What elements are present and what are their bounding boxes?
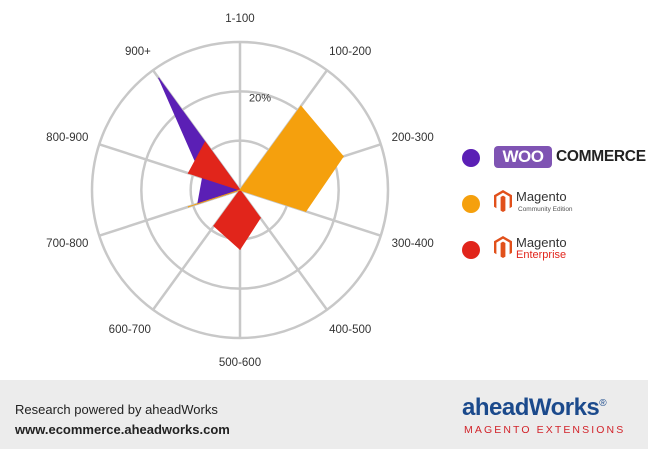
magento-enterprise-sub: Enterprise (516, 249, 567, 261)
series-3-point-2 (300, 105, 302, 107)
series-2-point-9 (187, 172, 189, 174)
legend-swatch-magento-community (462, 195, 480, 213)
series-3-point-4 (305, 210, 307, 212)
category-label-1: 1-100 (225, 13, 254, 25)
category-label-10: 900+ (125, 46, 151, 58)
series-2-point-6 (239, 248, 241, 250)
aheadworks-logo: aheadWorks® (462, 394, 607, 422)
aheadworks-tagline: MAGENTO EXTENSIONS (464, 424, 626, 436)
category-label-7: 600-700 (109, 324, 151, 336)
series-2-point-5 (259, 217, 261, 219)
series-3-point-8 (187, 206, 189, 208)
series-area-2 (187, 141, 261, 250)
legend-swatch-magento-enterprise (462, 241, 480, 259)
legend-item-woocommerce: WOO COMMERCE (462, 140, 646, 176)
category-label-5: 400-500 (329, 324, 371, 336)
series-2-point-7 (213, 225, 215, 227)
magento-community-sub: Community Edition (518, 206, 573, 213)
footer-url[interactable]: www.ecommerce.aheadworks.com (15, 422, 230, 437)
category-label-9: 800-900 (46, 132, 88, 144)
legend-swatch-woocommerce (462, 149, 480, 167)
magento-icon (494, 236, 512, 258)
series-3-point-3 (342, 155, 344, 158)
aheadworks-brand: aheadWorks (462, 394, 600, 421)
magento-enterprise-name: Magento (516, 235, 567, 250)
radar-chart: 20% 1-100 100-200 200-300 300-400 400-500 500-… (46, 13, 434, 369)
magento-icon (494, 190, 512, 212)
woo-word: COMMERCE (556, 148, 646, 165)
series-2-point-10 (204, 141, 206, 143)
category-label-8: 700-800 (46, 238, 88, 250)
registered-mark: ® (599, 398, 607, 409)
footer: Research powered by aheadWorks www.ecomm… (0, 380, 648, 449)
category-label-2: 100-200 (329, 46, 371, 58)
radar-chart-area: 20% 1-100 100-200 200-300 300-400 400-500 500-… (46, 13, 434, 369)
footer-credit: Research powered by aheadWorks (15, 402, 218, 417)
legend-item-magento-community: Magento Community Edition (462, 186, 642, 222)
category-label-3: 200-300 (392, 132, 434, 144)
category-label-4: 300-400 (392, 238, 434, 250)
magento-community-name: Magento (516, 189, 567, 204)
woo-badge: WOO (494, 146, 552, 168)
legend-item-magento-enterprise: Magento Enterprise (462, 232, 642, 268)
category-label-6: 500-600 (219, 357, 261, 369)
ring-label-20: 20% (249, 92, 271, 104)
series-1-point-10 (158, 77, 160, 79)
